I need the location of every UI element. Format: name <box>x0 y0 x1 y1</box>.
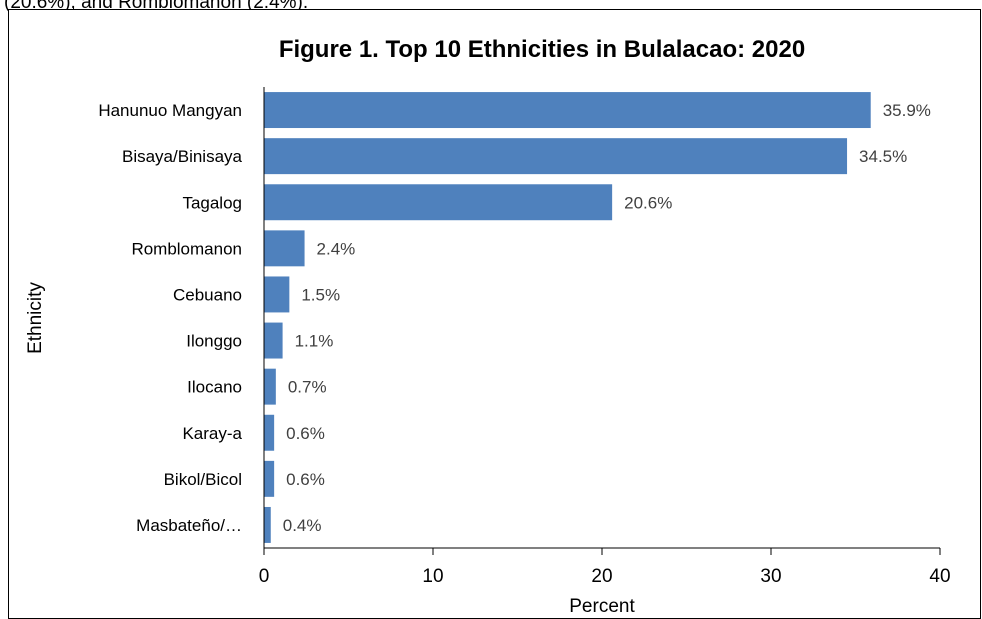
bar <box>264 230 305 267</box>
category-label: Bisaya/Binisaya <box>122 147 243 166</box>
bar <box>264 138 848 175</box>
category-label: Hanunuo Mangyan <box>98 101 242 120</box>
bars-group <box>264 92 871 543</box>
value-label: 1.5% <box>301 285 340 304</box>
value-label: 0.6% <box>286 424 325 443</box>
category-label: Karay-a <box>182 424 242 443</box>
category-label: Masbateño/… <box>136 516 242 535</box>
category-label: Ilonggo <box>186 332 242 351</box>
bar <box>264 276 290 313</box>
value-label: 35.9% <box>883 101 931 120</box>
category-label: Bikol/Bicol <box>164 470 242 489</box>
bar <box>264 414 275 451</box>
value-label: 2.4% <box>317 239 356 258</box>
bar <box>264 460 275 497</box>
value-label: 34.5% <box>859 147 907 166</box>
bar <box>264 368 276 405</box>
value-labels-group: 35.9% 34.5% 20.6% 2.4% 1.5% 1.1% 0.7% 0.6% 0.6% 0… <box>283 101 931 535</box>
value-label: 0.6% <box>286 470 325 489</box>
x-tick-label: 40 <box>929 566 950 587</box>
category-label: Romblomanon <box>131 239 242 258</box>
category-label: Cebuano <box>173 285 242 304</box>
y-axis-title: Ethnicity <box>25 282 46 354</box>
axes-group: 0 10 20 30 40 <box>259 87 951 587</box>
category-label: Tagalog <box>182 193 242 212</box>
x-tick-label: 20 <box>591 566 612 587</box>
x-tick-label: 10 <box>422 566 443 587</box>
chart-title: Figure 1. Top 10 Ethnicities in Bulalaca… <box>279 36 805 63</box>
bar <box>264 184 613 221</box>
bar <box>264 506 271 543</box>
bar <box>264 322 283 359</box>
x-axis-title: Percent <box>569 596 635 616</box>
value-label: 20.6% <box>624 193 672 212</box>
x-tick-label: 30 <box>760 566 781 587</box>
value-label: 0.7% <box>288 378 327 397</box>
category-labels-group: Hanunuo Mangyan Bisaya/Binisaya Tagalog Rom… <box>98 101 242 535</box>
value-label: 0.4% <box>283 516 322 535</box>
bar <box>264 92 871 129</box>
category-label: Ilocano <box>187 378 242 397</box>
x-tick-label: 0 <box>259 566 270 587</box>
value-label: 1.1% <box>295 332 334 351</box>
